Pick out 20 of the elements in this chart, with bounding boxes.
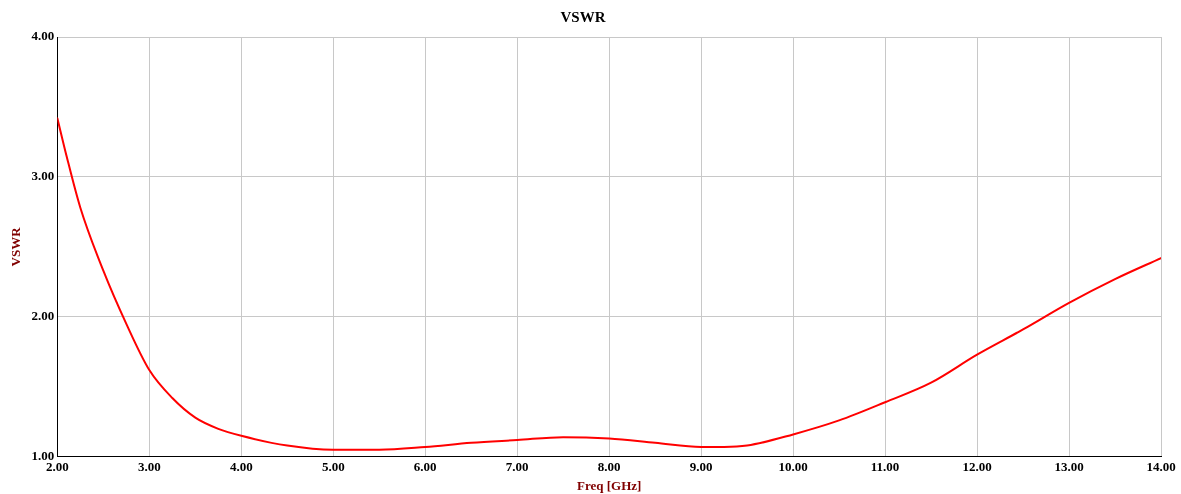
x-tick-label: 12.00 bbox=[962, 458, 992, 474]
y-tick-label: 4.00 bbox=[31, 28, 55, 44]
x-tick-label: 8.00 bbox=[597, 458, 621, 474]
y-axis-title: VSWR bbox=[8, 226, 24, 267]
x-tick-label: 6.00 bbox=[413, 458, 437, 474]
x-tick-label: 4.00 bbox=[229, 458, 253, 474]
y-tick-label: 2.00 bbox=[31, 308, 55, 324]
x-tick-label: 3.00 bbox=[137, 458, 161, 474]
x-tick-label: 7.00 bbox=[505, 458, 529, 474]
line-series bbox=[57, 117, 1161, 451]
x-tick-label: 9.00 bbox=[689, 458, 713, 474]
x-tick-label: 5.00 bbox=[321, 458, 345, 474]
chart-title: VSWR bbox=[560, 8, 606, 25]
y-tick-label: 1.00 bbox=[31, 448, 55, 464]
y-tick-label: 3.00 bbox=[31, 168, 55, 184]
x-tick-label: 13.00 bbox=[1054, 458, 1084, 474]
x-tick-label: 14.00 bbox=[1146, 458, 1176, 474]
x-tick-label: 10.00 bbox=[778, 458, 808, 474]
x-axis-title: Freq [GHz] bbox=[576, 477, 642, 493]
x-tick-label: 11.00 bbox=[870, 458, 900, 474]
